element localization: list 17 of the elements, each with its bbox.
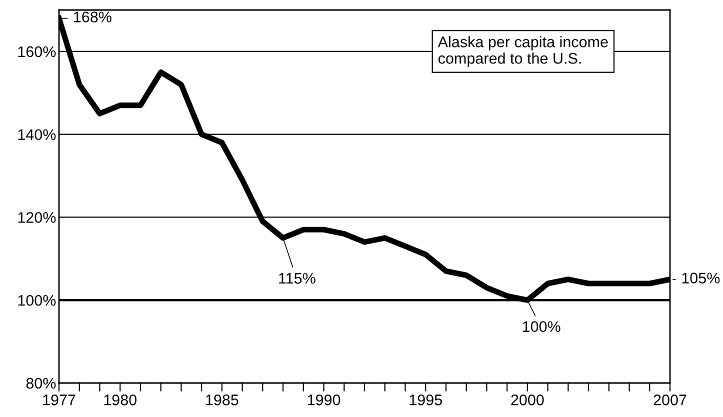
- x-tick-label: 2000: [511, 394, 544, 406]
- annotation: 168%: [74, 12, 112, 22]
- x-tick-label: 2007: [654, 394, 686, 406]
- annotation: 115%: [279, 272, 316, 284]
- text: Alaska per capita income compared to the U.S.: [438, 36, 608, 67]
- x-tick-label: 1980: [104, 394, 136, 406]
- y-tick-label: 80%: [26, 378, 56, 389]
- y-tick-label: 160%: [18, 46, 56, 58]
- annotation: 105%: [682, 272, 720, 284]
- x-tick-label: 1990: [308, 394, 340, 406]
- y-tick-label: 140%: [18, 129, 56, 140]
- x-tick-label: 1977: [43, 394, 76, 406]
- annotation: 100%: [522, 321, 560, 332]
- x-tick-label: 1995: [410, 394, 442, 406]
- y-tick-label: 120%: [18, 212, 56, 223]
- x-tick-label: 1985: [206, 394, 238, 406]
- y-tick-label: 100%: [18, 294, 56, 306]
